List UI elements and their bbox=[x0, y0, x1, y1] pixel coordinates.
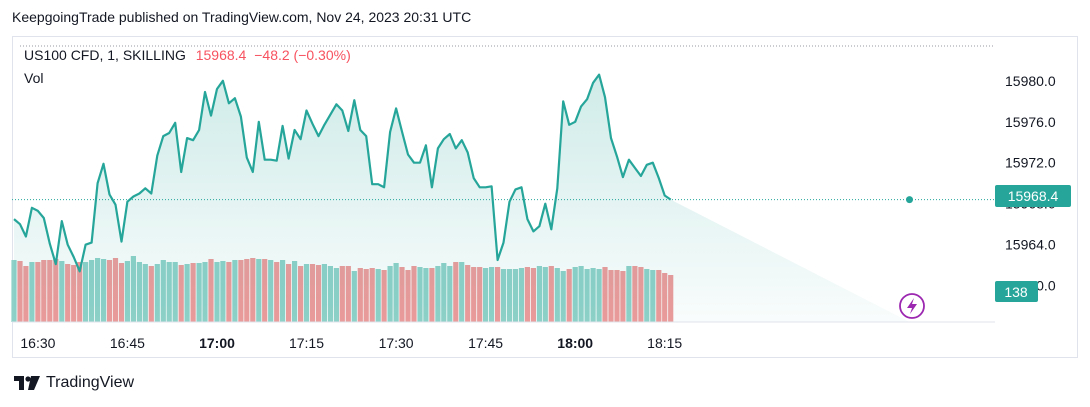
published-line: KeepgoingTrade published on TradingView.… bbox=[12, 9, 472, 25]
time-tick-label: 17:45 bbox=[468, 335, 503, 351]
time-tick-label: 17:15 bbox=[289, 335, 324, 351]
last-price-tag: 15968.4 bbox=[995, 185, 1071, 207]
volume-legend-label[interactable]: Vol bbox=[24, 70, 44, 86]
volume-tag: 138 bbox=[995, 281, 1038, 302]
price-axis: 15980.015976.015972.015968.015964.015960… bbox=[1005, 73, 1056, 294]
price-area bbox=[14, 74, 910, 322]
price-tick-label: 15980.0 bbox=[1005, 73, 1056, 89]
time-axis: 16:30 16:45 17:00 17:15 17:30 17:45 18:00 18:15 bbox=[20, 335, 682, 351]
price-line bbox=[13, 73, 672, 273]
svg-text:138: 138 bbox=[1004, 284, 1028, 300]
time-tick-label: 17:00 bbox=[199, 335, 235, 351]
lightning-icon[interactable] bbox=[899, 293, 925, 319]
footer-brand[interactable]: TradingView bbox=[14, 374, 134, 392]
last-price-value: 15968.4 bbox=[195, 47, 247, 63]
volume-bar bbox=[11, 260, 17, 322]
time-tick-label: 18:00 bbox=[557, 335, 593, 351]
price-tick-label: 15972.0 bbox=[1005, 155, 1056, 171]
time-tick-label: 18:15 bbox=[647, 335, 682, 351]
price-change-value: −48.2 (−0.30%) bbox=[254, 47, 351, 63]
time-tick-label: 16:30 bbox=[20, 335, 55, 351]
symbol-label[interactable]: US100 CFD, 1, SKILLING bbox=[24, 47, 186, 63]
svg-text:15968.4: 15968.4 bbox=[1008, 188, 1059, 204]
price-tick-label: 15964.0 bbox=[1005, 237, 1056, 253]
tradingview-logo-icon bbox=[14, 376, 40, 390]
chart-frame bbox=[12, 36, 1078, 358]
price-tick-label: 15976.0 bbox=[1005, 114, 1056, 130]
time-tick-label: 16:45 bbox=[110, 335, 145, 351]
brand-name: TradingView bbox=[46, 374, 135, 391]
last-price-dot bbox=[906, 196, 913, 204]
time-tick-label: 17:30 bbox=[379, 335, 414, 351]
chart-legend: US100 CFD, 1, SKILLING 15968.4 −48.2 (−0… bbox=[24, 47, 351, 63]
